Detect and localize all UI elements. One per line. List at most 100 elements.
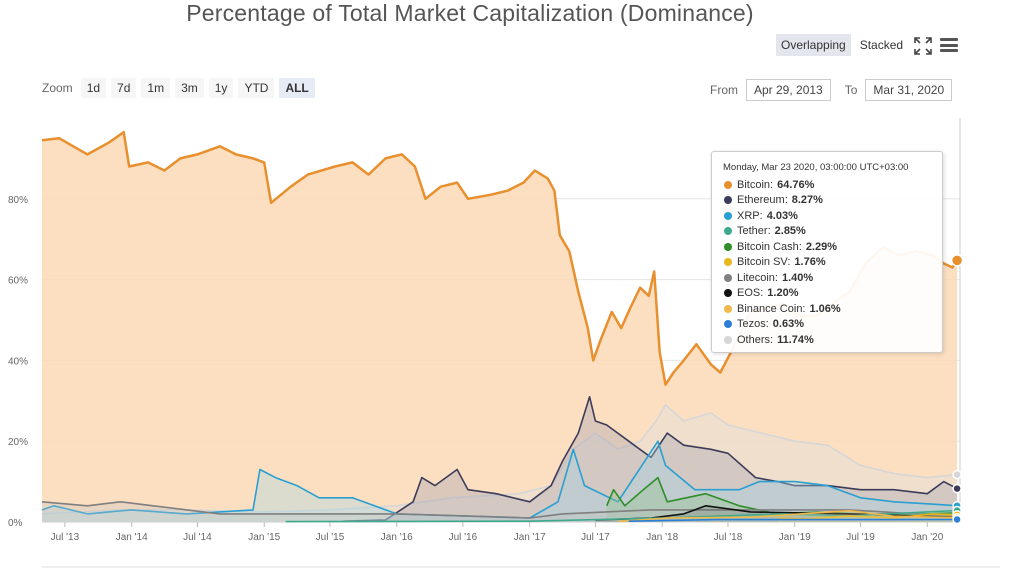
zoom-1d-button[interactable]: 1d: [80, 78, 107, 98]
x-tick-label: Jan '20: [911, 532, 943, 543]
series-area-bitcoin-cash: [606, 477, 958, 522]
display-mode-toggle: Overlapping Stacked: [776, 34, 908, 56]
series-dot-icon: [724, 227, 732, 236]
series-dot-icon: [724, 211, 732, 220]
series-area-ethereum: [343, 396, 958, 522]
series-marker-bitcoin: [950, 254, 964, 267]
tooltip-series-name: Others:: [737, 333, 774, 346]
tooltip-row: Others: 11.74%: [724, 332, 942, 348]
chart-title: Percentage of Total Market Capitalizatio…: [186, 0, 754, 26]
series-dot-icon: [724, 180, 732, 189]
date-range: From Apr 29, 2013 To Mar 31, 2020: [710, 79, 953, 101]
x-tick-label: Jul '18: [714, 532, 743, 543]
menu-icon[interactable]: [940, 38, 958, 52]
tooltip-series-name: EOS:: [737, 287, 764, 300]
y-tick-label: 40%: [8, 356, 28, 367]
series-line-litecoin: [41, 501, 958, 519]
tooltip-series-value: 0.63%: [772, 318, 804, 331]
x-tick-label: Jan '19: [779, 532, 811, 543]
to-label: To: [844, 83, 858, 97]
tooltip-series-name: Bitcoin Cash:: [737, 240, 802, 253]
tooltip-series-name: Bitcoin:: [737, 178, 774, 191]
x-tick-label: Jul '14: [183, 532, 212, 543]
to-date-input[interactable]: Mar 31, 2020: [865, 79, 953, 101]
tooltip-series-name: Tether:: [737, 225, 771, 238]
x-tick-label: Jul '15: [316, 532, 345, 543]
series-dot-icon: [724, 242, 732, 251]
tooltip-series-value: 1.20%: [767, 287, 799, 300]
zoom-label: Zoom: [42, 81, 73, 95]
y-tick-label: 60%: [8, 276, 28, 287]
y-tick-label: 80%: [8, 195, 28, 206]
from-date-input[interactable]: Apr 29, 2013: [746, 79, 831, 101]
tooltip-row: Bitcoin SV: 1.76%: [724, 255, 942, 271]
tooltip-row: Bitcoin: 64.76%: [724, 177, 942, 193]
x-tick-label: Jul '13: [51, 532, 80, 543]
series-dot-icon: [724, 304, 732, 313]
tooltip-series-name: Ethereum:: [737, 194, 788, 207]
y-tick-label: 20%: [8, 437, 28, 448]
tooltip-row: Ethereum: 8.27%: [724, 193, 942, 209]
series-line-bitcoin-sv: [777, 513, 958, 520]
series-marker-tezos: [952, 514, 962, 525]
series-dot-icon: [724, 196, 732, 205]
tooltip-row: XRP: 4.03%: [724, 208, 942, 224]
y-tick-label: 0%: [8, 518, 23, 529]
zoom-1m-button[interactable]: 1m: [141, 78, 171, 98]
x-tick-label: Jan '17: [514, 532, 546, 543]
tooltip-series-value: 11.74%: [777, 333, 814, 346]
tooltip-series-value: 1.06%: [809, 302, 841, 315]
tooltip-row: Tezos: 0.63%: [724, 317, 942, 333]
zoom-all-button[interactable]: ALL: [279, 78, 315, 98]
series-marker-others: [952, 469, 962, 480]
tooltip-series-value: 64.76%: [777, 178, 815, 191]
tooltip-row: Bitcoin Cash: 2.29%: [724, 239, 942, 255]
zoom-3m-button[interactable]: 3m: [175, 78, 204, 98]
zoom-ytd-button[interactable]: YTD: [238, 78, 275, 98]
x-tick-label: Jan '18: [646, 532, 678, 543]
series-line-tether: [285, 509, 958, 523]
tooltip-series-value: 1.76%: [794, 256, 826, 269]
tooltip-row: Binance Coin: 1.06%: [724, 301, 942, 317]
x-tick-label: Jul '17: [581, 532, 610, 543]
tooltip-series-value: 2.85%: [774, 225, 806, 238]
tooltip-series-value: 2.29%: [805, 240, 838, 253]
from-label: From: [710, 83, 738, 97]
zoom-controls: Zoom 1d 7d 1m 3m 1y YTD ALL: [42, 78, 315, 98]
tooltip-series-name: XRP:: [737, 209, 763, 222]
series-dot-icon: [724, 289, 732, 298]
overlapping-button[interactable]: Overlapping: [776, 34, 851, 56]
series-area-others: [42, 404, 958, 522]
tooltip-series-name: Binance Coin:: [737, 302, 806, 315]
series-dot-icon: [724, 335, 732, 344]
zoom-7d-button[interactable]: 7d: [111, 78, 137, 98]
series-line-tezos: [628, 518, 958, 522]
stacked-button[interactable]: Stacked: [859, 38, 904, 52]
expand-icon[interactable]: [914, 37, 932, 55]
series-dot-icon: [724, 258, 732, 267]
tooltip-series-name: Bitcoin SV:: [737, 256, 791, 269]
x-tick-label: Jul '16: [449, 532, 478, 543]
series-dot-icon: [724, 320, 732, 329]
series-line-binance-coin: [617, 509, 958, 523]
series-line-others: [41, 404, 958, 515]
tooltip-row: EOS: 1.20%: [724, 286, 942, 302]
x-tick-label: Jul '19: [846, 532, 875, 543]
series-dot-icon: [724, 273, 732, 282]
tooltip-series-value: 1.40%: [781, 271, 814, 284]
series-line-xrp: [41, 440, 958, 519]
tooltip-series-value: 4.03%: [766, 209, 798, 222]
tooltip-series-name: Tezos:: [737, 318, 769, 331]
series-marker-ethereum: [952, 483, 962, 494]
x-tick-label: Jan '14: [116, 532, 148, 543]
tooltip-row: Tether: 2.85%: [724, 224, 942, 240]
tooltip-row: Litecoin: 1.40%: [724, 270, 942, 286]
series-line-ethereum: [343, 396, 958, 522]
tooltip: Monday, Mar 23 2020, 03:00:00 UTC+03:00 …: [711, 151, 943, 353]
tooltip-series-value: 8.27%: [791, 194, 823, 207]
x-tick-label: Jan '15: [248, 532, 280, 543]
tooltip-header: Monday, Mar 23 2020, 03:00:00 UTC+03:00: [723, 162, 909, 173]
zoom-1y-button[interactable]: 1y: [208, 78, 234, 98]
tooltip-series-name: Litecoin:: [737, 271, 778, 284]
